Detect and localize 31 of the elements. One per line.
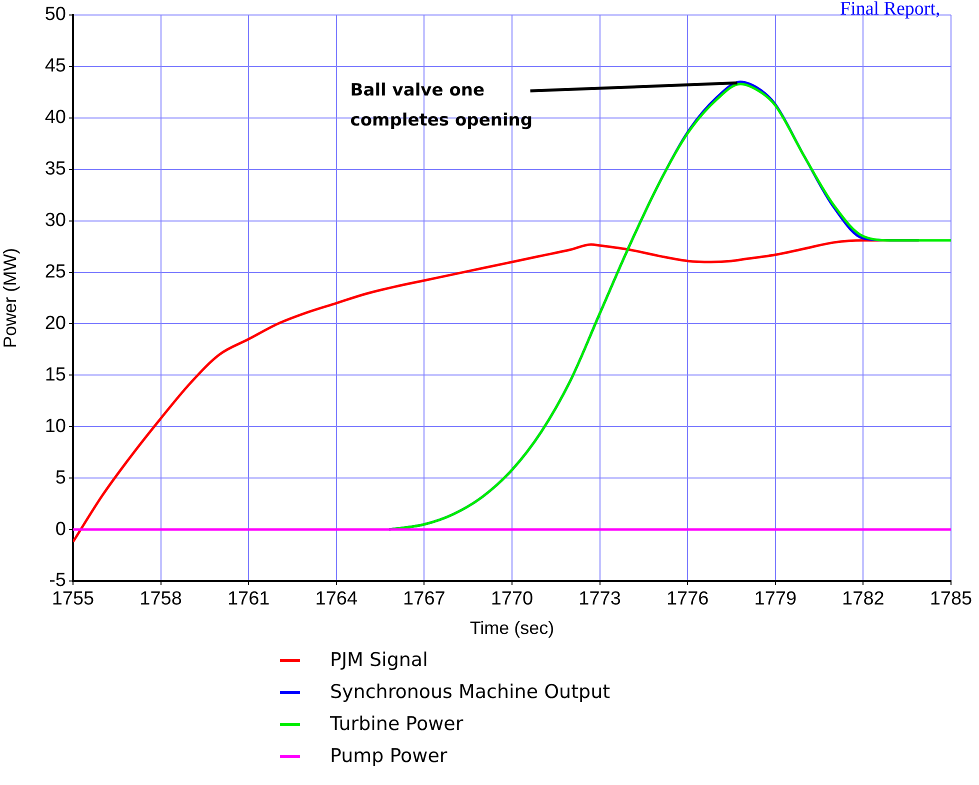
- y-tick-label: 50: [44, 4, 66, 26]
- y-tick-label: 35: [44, 158, 66, 180]
- x-axis-title: Time (sec): [470, 618, 554, 638]
- y-tick-label: 25: [44, 262, 66, 283]
- y-axis-title: Power (MW): [0, 248, 20, 348]
- y-tick-label: 5: [55, 467, 66, 488]
- x-tick-label: 1758: [140, 588, 182, 610]
- x-tick-label: 1773: [578, 588, 621, 610]
- x-tick-label: 1779: [754, 588, 797, 610]
- legend-label: Synchronous Machine Output: [330, 681, 610, 703]
- y-tick-label: 0: [55, 518, 66, 540]
- y-tick-label: 10: [44, 416, 66, 437]
- x-tick-label: 1764: [315, 588, 358, 610]
- x-tick-label: 1755: [52, 588, 94, 610]
- x-tick-label: 1761: [227, 588, 270, 610]
- annotation: Final Report,: [840, 0, 940, 20]
- y-tick-label: 45: [44, 56, 66, 77]
- x-tick-label: 1770: [490, 588, 534, 610]
- x-tick-label: 1785: [930, 588, 972, 610]
- y-tick-label: 40: [44, 107, 66, 128]
- legend-label: PJM Signal: [330, 649, 428, 671]
- annotation: Ball valve one completes opening: [350, 80, 533, 130]
- legend-label: Pump Power: [330, 745, 448, 767]
- y-tick-label: 15: [44, 364, 66, 386]
- y-tick-label: 20: [44, 312, 66, 334]
- x-tick-label: 1767: [403, 588, 446, 610]
- x-tick-label: 1776: [666, 588, 709, 610]
- legend-label: Turbine Power: [330, 713, 464, 735]
- y-tick-label: 30: [44, 210, 66, 232]
- y-tick-label: -5: [49, 570, 66, 592]
- x-tick-label: 1782: [842, 588, 884, 610]
